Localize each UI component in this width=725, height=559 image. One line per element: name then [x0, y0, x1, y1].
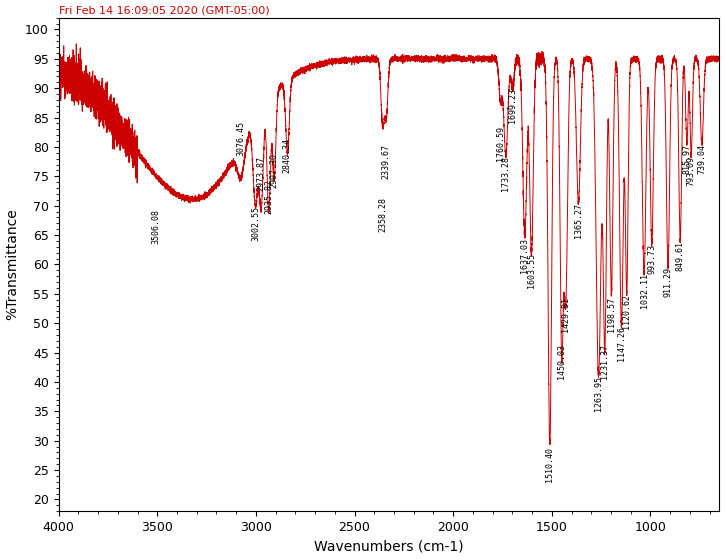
Text: 1510.40: 1510.40	[545, 447, 554, 481]
Text: 739.04: 739.04	[697, 144, 706, 174]
Text: 849.61: 849.61	[676, 241, 684, 271]
Text: 1699.23: 1699.23	[508, 88, 517, 123]
Text: 3002.55: 3002.55	[251, 206, 260, 241]
Text: 1147.26: 1147.26	[617, 326, 626, 361]
Text: 1760.59: 1760.59	[496, 126, 505, 162]
Text: 1032.11: 1032.11	[639, 273, 649, 308]
Text: 2907.30: 2907.30	[270, 153, 278, 188]
Text: 2935.82: 2935.82	[264, 179, 273, 214]
Text: 2973.87: 2973.87	[257, 156, 265, 191]
Text: Fri Feb 14 16:09:05 2020 (GMT-05:00): Fri Feb 14 16:09:05 2020 (GMT-05:00)	[59, 6, 269, 16]
Text: 993.73: 993.73	[647, 244, 656, 274]
Text: 1120.62: 1120.62	[622, 294, 631, 329]
Text: 1603.55: 1603.55	[527, 253, 536, 288]
Text: 1450.03: 1450.03	[557, 344, 566, 379]
Text: 1263.95: 1263.95	[594, 376, 603, 411]
Y-axis label: %Transmittance: %Transmittance	[6, 209, 20, 320]
Text: 2358.28: 2358.28	[378, 197, 387, 232]
Text: 1231.37: 1231.37	[600, 344, 609, 379]
Text: 1365.27: 1365.27	[574, 203, 583, 238]
Text: 911.29: 911.29	[663, 267, 672, 297]
Text: 3506.08: 3506.08	[152, 209, 161, 244]
Text: 1429.81: 1429.81	[561, 297, 570, 331]
Text: 1733.28: 1733.28	[501, 156, 510, 191]
X-axis label: Wavenumbers (cm-1): Wavenumbers (cm-1)	[314, 539, 464, 553]
Text: 1637.03: 1637.03	[521, 238, 529, 273]
Text: 793.09: 793.09	[687, 156, 696, 186]
Text: 2339.67: 2339.67	[381, 144, 391, 179]
Text: 2840.34: 2840.34	[283, 138, 292, 173]
Text: 1198.57: 1198.57	[607, 297, 616, 331]
Text: 3076.45: 3076.45	[236, 121, 245, 155]
Text: 815.97: 815.97	[682, 144, 691, 174]
